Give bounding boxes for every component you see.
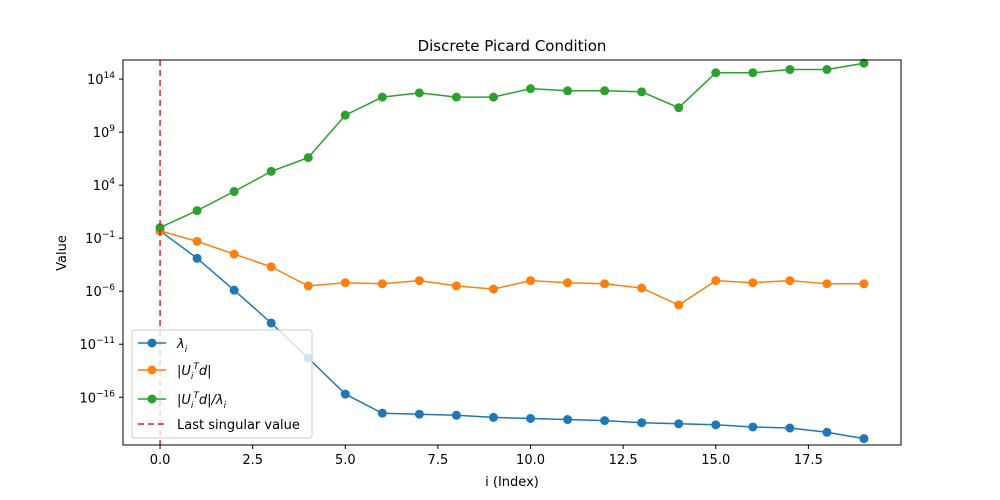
legend-label-0: λi — [176, 337, 188, 355]
data-point-series-2 — [822, 65, 832, 75]
series-line-0 — [159, 230, 865, 440]
data-point-series-1 — [266, 262, 276, 272]
data-point-series-2 — [859, 58, 869, 68]
y-axis-label: Value — [55, 235, 70, 271]
data-point-series-0 — [711, 420, 721, 430]
data-point-series-1 — [600, 279, 610, 289]
legend-marker-0 — [147, 338, 157, 348]
data-point-series-1 — [192, 236, 202, 246]
data-point-series-1 — [563, 278, 573, 288]
data-point-series-0 — [526, 413, 536, 423]
data-point-series-0 — [340, 389, 350, 399]
data-point-series-2 — [600, 86, 610, 96]
plot-frame — [122, 59, 902, 446]
plot-area: 0.0 2.5 5.0 7.5 10.0 12.5 15.0 17.5 1014 109 104 10… — [79, 58, 902, 468]
data-point-series-0 — [451, 410, 461, 420]
data-point-series-1 — [822, 279, 832, 289]
data-point-series-1 — [303, 281, 313, 291]
data-point-series-1 — [340, 278, 350, 288]
y-tick-label: 10−11 — [79, 336, 115, 353]
y-tick-label: 109 — [93, 124, 116, 141]
data-point-series-1 — [377, 279, 387, 289]
data-point-series-0 — [488, 412, 498, 422]
data-point-series-2 — [785, 65, 795, 75]
x-tick-label: 17.5 — [794, 453, 823, 468]
data-point-series-1 — [859, 279, 869, 289]
y-tick-label: 104 — [93, 177, 116, 194]
x-axis-label: i (Index) — [485, 475, 539, 490]
y-tick-label: 10−1 — [85, 230, 115, 247]
x-tick-label: 5.0 — [335, 453, 356, 468]
data-point-series-2 — [155, 223, 165, 233]
data-point-series-1 — [674, 300, 684, 310]
data-point-series-0 — [785, 423, 795, 433]
x-tick-label: 2.5 — [242, 453, 263, 468]
data-point-series-2 — [674, 103, 684, 113]
series-line-1 — [159, 230, 864, 306]
legend-label-2: |UiTd|/λi — [177, 391, 227, 411]
data-point-series-0 — [377, 408, 387, 418]
x-tick-label: 0.0 — [150, 453, 171, 468]
series-line-2 — [159, 62, 865, 229]
data-point-series-1 — [526, 276, 536, 286]
data-point-series-2 — [340, 110, 350, 120]
data-point-series-0 — [748, 422, 758, 432]
data-point-series-2 — [488, 92, 498, 102]
data-point-series-2 — [266, 166, 276, 176]
y-tick-label: 1014 — [87, 71, 115, 88]
data-point-series-0 — [822, 427, 832, 437]
data-point-series-0 — [859, 434, 869, 444]
data-point-series-2 — [711, 68, 721, 78]
data-point-series-0 — [192, 253, 202, 263]
y-tick-label: 10−16 — [79, 389, 115, 406]
legend-marker-1 — [147, 365, 157, 375]
legend-label-reference: Last singular value — [177, 418, 300, 433]
legend-label-1: |UiTd| — [177, 362, 212, 382]
data-point-series-0 — [674, 419, 684, 429]
data-point-series-2 — [229, 187, 239, 197]
x-tick-label: 10.0 — [516, 453, 545, 468]
data-point-series-0 — [563, 415, 573, 425]
data-point-series-2 — [377, 92, 387, 102]
data-point-series-0 — [414, 409, 424, 419]
data-point-series-2 — [563, 86, 573, 96]
x-tick-label: 15.0 — [701, 453, 730, 468]
legend: λi |UiTd| |UiTd|/λi Last singular value — [131, 329, 313, 439]
data-point-series-2 — [637, 87, 647, 97]
data-point-series-0 — [266, 318, 276, 328]
data-point-series-2 — [526, 84, 536, 94]
data-point-series-0 — [600, 416, 610, 426]
x-tick-label: 12.5 — [609, 453, 638, 468]
data-point-series-2 — [303, 153, 313, 163]
y-tick-label: 10−6 — [85, 283, 115, 300]
legend-marker-2 — [147, 394, 157, 404]
data-point-series-2 — [748, 68, 758, 78]
data-point-series-1 — [414, 276, 424, 286]
legend-box — [131, 329, 313, 439]
data-point-series-0 — [229, 285, 239, 295]
chart-title: Discrete Picard Condition — [418, 37, 607, 55]
data-point-series-1 — [711, 276, 721, 286]
data-point-series-1 — [229, 249, 239, 259]
x-tick-label: 7.5 — [428, 453, 449, 468]
data-point-series-0 — [637, 418, 647, 428]
data-point-series-1 — [637, 283, 647, 293]
data-point-series-2 — [192, 206, 202, 216]
data-point-series-1 — [748, 278, 758, 288]
data-point-series-1 — [451, 281, 461, 291]
data-point-series-2 — [451, 92, 461, 102]
data-point-series-1 — [785, 276, 795, 286]
data-point-series-1 — [488, 284, 498, 294]
data-point-series-2 — [414, 88, 424, 98]
